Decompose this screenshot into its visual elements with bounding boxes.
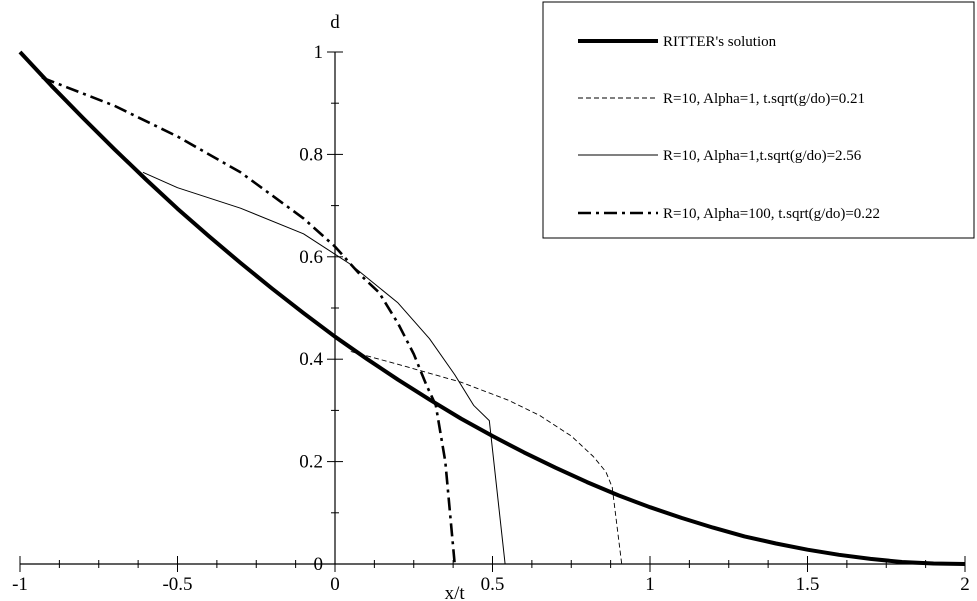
x-tick-label: 1.5 bbox=[796, 574, 820, 595]
legend: RITTER's solution R=10, Alpha=1, t.sqrt(g… bbox=[542, 1, 975, 239]
x-tick-label: -0.5 bbox=[162, 574, 192, 595]
x-tick-label: 0 bbox=[330, 574, 340, 595]
x-tick-label: 0.5 bbox=[481, 574, 505, 595]
y-tick-label: 1 bbox=[314, 42, 324, 63]
y-tick-label: 0 bbox=[314, 554, 324, 575]
legend-entries: RITTER's solution R=10, Alpha=1, t.sqrt(g… bbox=[578, 34, 880, 222]
y-ticks: 0 0.2 0.4 0.6 0.8 1 bbox=[299, 42, 343, 575]
legend-label-2: R=10, Alpha=1, t.sqrt(g/do)=0.21 bbox=[663, 91, 865, 107]
legend-label-4: R=10, Alpha=100, t.sqrt(g/do)=0.22 bbox=[663, 206, 880, 222]
y-tick-label: 0.4 bbox=[299, 349, 323, 370]
x-axis-label: x/t bbox=[445, 583, 466, 601]
x-tick-label: -1 bbox=[12, 574, 28, 595]
series-line-3 bbox=[142, 171, 506, 565]
y-axis-label: d bbox=[330, 12, 340, 33]
y-tick-label: 0.6 bbox=[299, 247, 323, 268]
x-ticks: -1 -0.5 0 0.5 1 1.5 2 bbox=[12, 556, 970, 595]
x-tick-label: 2 bbox=[960, 574, 970, 595]
y-tick-label: 0.8 bbox=[299, 144, 323, 165]
series-line-4 bbox=[41, 76, 456, 565]
legend-label-3: R=10, Alpha=1,t.sqrt(g/do)=2.56 bbox=[663, 148, 862, 164]
x-tick-label: 1 bbox=[645, 574, 655, 595]
series-group bbox=[18, 50, 966, 566]
legend-label-1: RITTER's solution bbox=[663, 34, 777, 50]
y-tick-label: 0.2 bbox=[299, 452, 323, 473]
series-line-1 bbox=[18, 50, 966, 566]
series-line-2 bbox=[350, 351, 623, 565]
axes: -1 -0.5 0 0.5 1 1.5 2 0 0.2 0.4 0.6 0.8 1 bbox=[12, 42, 970, 595]
